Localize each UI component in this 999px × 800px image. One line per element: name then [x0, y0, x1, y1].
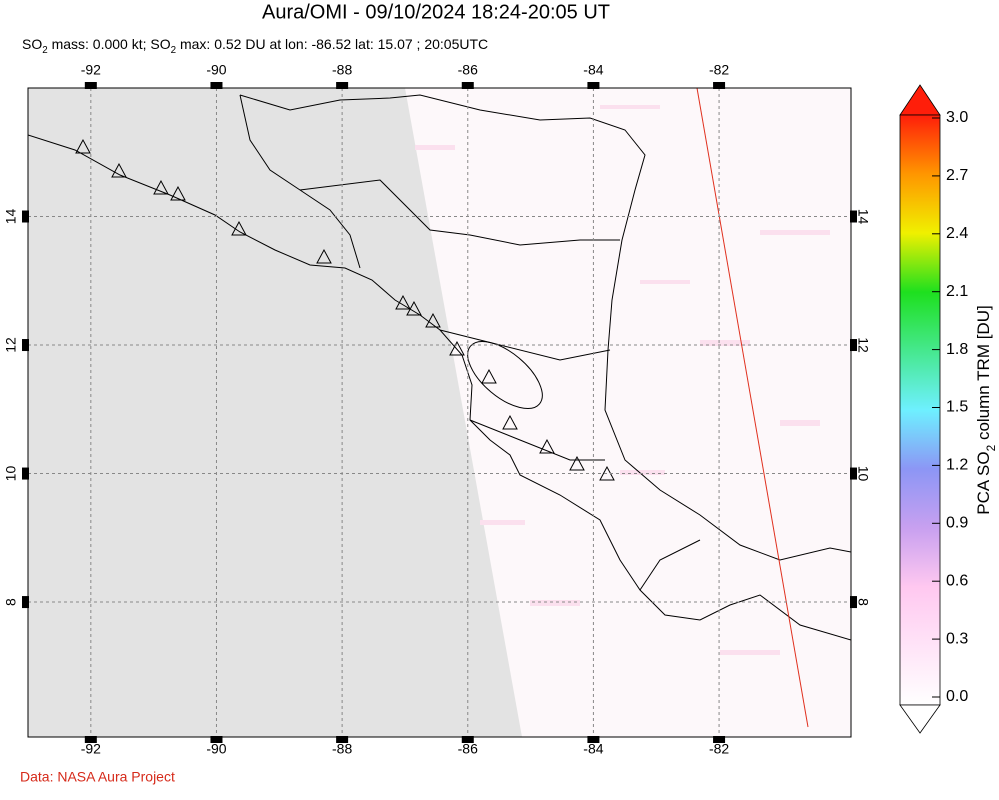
x-tick-label: -84: [583, 62, 603, 78]
x-tick-label: -92: [81, 62, 101, 78]
coastline: [239, 94, 851, 561]
x-tick-label: -88: [332, 741, 352, 757]
colorbar-tick-label: 2.1: [946, 283, 968, 300]
y-tick-label: 12: [3, 337, 19, 353]
noise-stripes: [415, 105, 830, 655]
colorbar-tick-label: 0.9: [946, 515, 968, 532]
text-part: max: 0.52 DU at lon: -86.52 lat: 15.07 ;…: [176, 36, 488, 52]
text-part: column TRM [DU]: [974, 305, 993, 445]
title: Aura/OMI - 09/10/2024 18:24-20:05 UT: [262, 1, 610, 23]
orbit-track: [696, 88, 809, 728]
colorbar-tick-label: 0.3: [946, 630, 968, 647]
x-tick-label: -90: [206, 62, 226, 78]
colorbar-label: PCA SO2 column TRM [DU]: [974, 305, 998, 514]
colorbar-tick-label: 2.4: [946, 225, 968, 242]
colorbar-tick-label: 0.6: [946, 572, 968, 589]
subtitle: SO2 mass: 0.000 kt; SO2 max: 0.52 DU at …: [22, 36, 488, 56]
colorbar-tick-label: 1.2: [946, 457, 968, 474]
x-tick-label: -92: [81, 741, 101, 757]
y-tick-label: 14: [855, 209, 871, 225]
y-tick-label: 14: [3, 209, 19, 225]
colorbar-tick-label: 2.7: [946, 167, 968, 184]
y-tick-label: 10: [855, 466, 871, 482]
colorbar: [899, 114, 941, 706]
text-part: SO: [22, 36, 42, 52]
colorbar-tick-label: 3.0: [946, 109, 968, 126]
map-area: [28, 88, 851, 737]
subscript: 2: [171, 45, 176, 56]
x-tick-label: -86: [458, 741, 478, 757]
x-tick-label: -82: [709, 741, 729, 757]
border: [239, 94, 701, 591]
colorbar-ticks: 0.0 0.3 0.6 0.9 1.2 1.5 1.8 2.1 2.4 2.7 3.0: [932, 109, 968, 705]
map-frame: [27, 87, 852, 738]
x-tick-label: -82: [709, 62, 729, 78]
colorbar-tick-label: 0.0: [946, 688, 968, 705]
coastline: [28, 134, 851, 641]
text-part: PCA SO: [974, 451, 993, 514]
lake: [467, 341, 543, 409]
x-tick-label: -86: [458, 62, 478, 78]
x-tick-label: -88: [332, 62, 352, 78]
volcanoes: [75, 138, 615, 481]
axis-labels: -92 -92 -90 -90 -88 -88 -86 -86 -84 -84 -82 -82 8 8 10…: [3, 62, 872, 757]
subscript: 2: [984, 444, 998, 451]
credit: Data: NASA Aura Project: [20, 769, 175, 785]
text-part: mass: 0.000 kt; SO: [48, 36, 171, 52]
y-tick-label: 10: [3, 466, 19, 482]
y-tick-label: 8: [855, 598, 871, 606]
y-tick-label: 8: [3, 598, 19, 606]
x-tick-label: -84: [583, 741, 603, 757]
colorbar-extend-high: [899, 84, 941, 116]
no-data-region: [28, 88, 522, 737]
y-tick-label: 12: [855, 337, 871, 353]
colorbar-extend-low: [899, 704, 941, 734]
subscript: 2: [42, 45, 47, 56]
colorbar-tick-label: 1.8: [946, 341, 968, 358]
colorbar-tick-label: 1.5: [946, 399, 968, 416]
x-tick-label: -90: [206, 741, 226, 757]
